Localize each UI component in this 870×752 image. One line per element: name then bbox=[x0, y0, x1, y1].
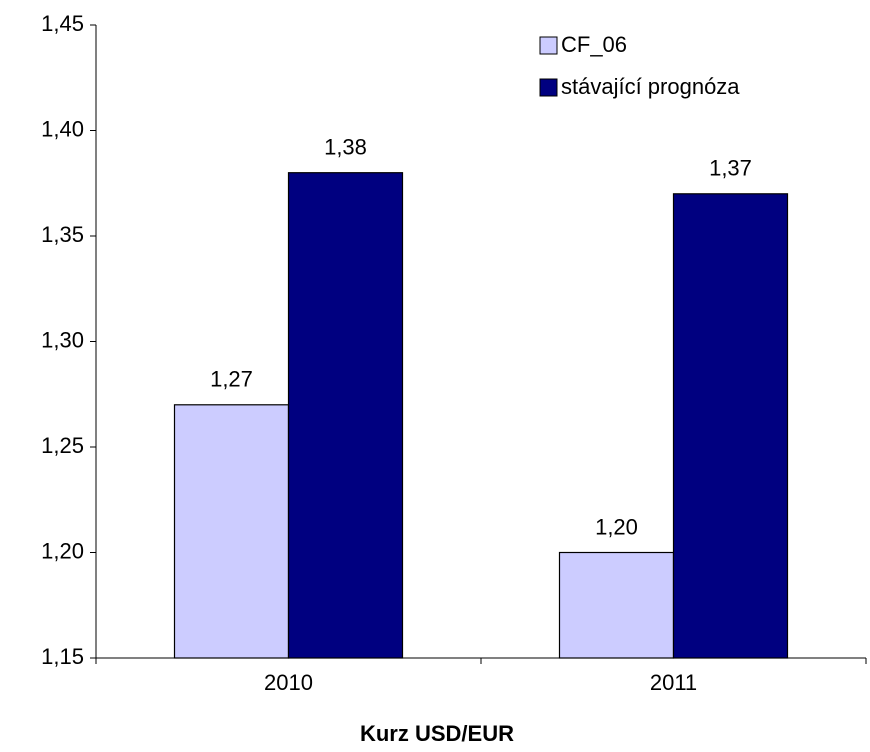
bar bbox=[287, 172, 404, 659]
x-tick-label: 2011 bbox=[650, 670, 697, 695]
y-tick-label: 1,15 bbox=[41, 644, 84, 669]
y-tick-label: 1,30 bbox=[41, 327, 84, 352]
bar bbox=[672, 193, 789, 659]
legend-label: CF_06 bbox=[561, 32, 627, 57]
x-tick-label: 2010 bbox=[264, 670, 313, 695]
y-tick-label: 1,35 bbox=[41, 222, 84, 247]
legend-swatch bbox=[539, 78, 558, 97]
y-tick-label: 1,20 bbox=[41, 538, 84, 563]
x-axis-title: Kurz USD/EUR bbox=[360, 721, 514, 746]
bar bbox=[558, 551, 675, 659]
bar bbox=[173, 404, 290, 659]
legend-swatch bbox=[539, 36, 558, 55]
y-tick-label: 1,40 bbox=[41, 116, 84, 141]
value-label: 1,27 bbox=[210, 367, 253, 392]
value-label: 1,37 bbox=[709, 156, 752, 181]
y-tick-label: 1,45 bbox=[41, 11, 84, 36]
y-tick-label: 1,25 bbox=[41, 433, 84, 458]
value-label: 1,38 bbox=[324, 135, 367, 160]
legend-label: stávající prognóza bbox=[561, 74, 740, 99]
value-label: 1,20 bbox=[595, 514, 638, 539]
